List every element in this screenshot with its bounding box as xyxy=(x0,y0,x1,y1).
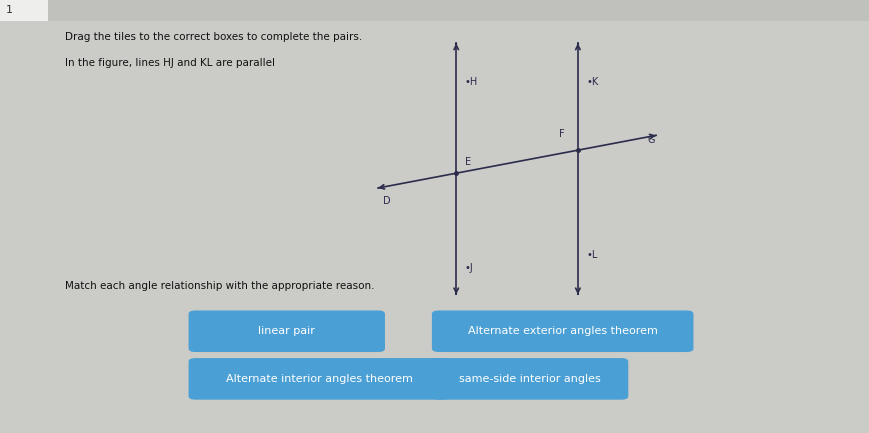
Text: F: F xyxy=(560,129,565,139)
Text: In the figure, lines HJ and KL are parallel: In the figure, lines HJ and KL are paral… xyxy=(65,58,275,68)
Bar xyxy=(0,0,869,21)
FancyBboxPatch shape xyxy=(189,310,385,352)
Text: 1: 1 xyxy=(6,5,13,16)
Text: D: D xyxy=(383,196,390,206)
FancyBboxPatch shape xyxy=(189,358,450,400)
Text: Drag the tiles to the correct boxes to complete the pairs.: Drag the tiles to the correct boxes to c… xyxy=(65,32,362,42)
Text: linear pair: linear pair xyxy=(258,326,315,336)
Text: •K: •K xyxy=(587,77,599,87)
FancyBboxPatch shape xyxy=(432,358,628,400)
Text: same-side interior angles: same-side interior angles xyxy=(459,374,601,384)
Bar xyxy=(0,0,48,21)
Text: •H: •H xyxy=(465,77,478,87)
Text: G: G xyxy=(647,135,655,145)
Text: Match each angle relationship with the appropriate reason.: Match each angle relationship with the a… xyxy=(65,281,375,291)
Text: •L: •L xyxy=(587,250,598,261)
Text: E: E xyxy=(465,157,471,167)
FancyBboxPatch shape xyxy=(432,310,693,352)
Text: •J: •J xyxy=(465,263,474,274)
Text: Alternate exterior angles theorem: Alternate exterior angles theorem xyxy=(468,326,658,336)
Text: Alternate interior angles theorem: Alternate interior angles theorem xyxy=(226,374,413,384)
